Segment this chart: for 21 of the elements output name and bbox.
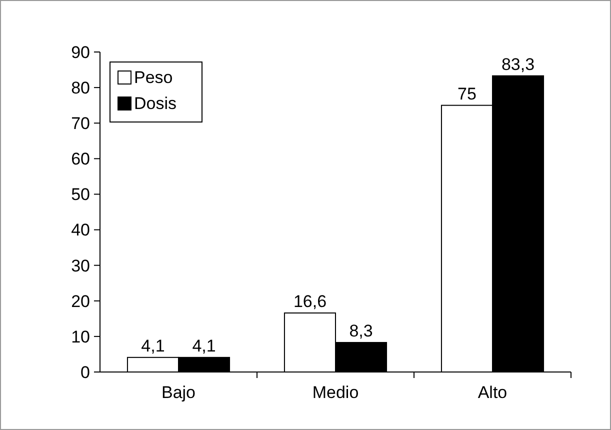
y-tick-label: 70 [71, 114, 90, 134]
legend-label: Peso [134, 68, 173, 87]
y-tick-label: 0 [80, 362, 90, 382]
y-tick-label: 10 [71, 327, 90, 346]
data-label: 75 [458, 84, 476, 104]
y-tick-label: 50 [71, 185, 90, 204]
y-tick-label: 30 [71, 256, 90, 276]
data-label: 4,1 [192, 336, 216, 356]
y-tick-label: 80 [71, 78, 90, 98]
y-tick-label: 60 [71, 150, 90, 169]
x-tick-label: Bajo [161, 383, 196, 402]
y-tick-label: 20 [71, 292, 90, 311]
x-tick-label: Alto [478, 383, 508, 402]
legend-label: Dosis [134, 94, 177, 113]
x-tick-label: Medio [312, 383, 359, 402]
y-tick-label: 40 [71, 220, 90, 240]
y-tick-label: 90 [71, 42, 90, 62]
data-label: 8,3 [349, 321, 373, 340]
data-label: 16,6 [293, 292, 327, 311]
data-label: 83,3 [501, 54, 535, 74]
data-label: 4,1 [141, 336, 165, 356]
